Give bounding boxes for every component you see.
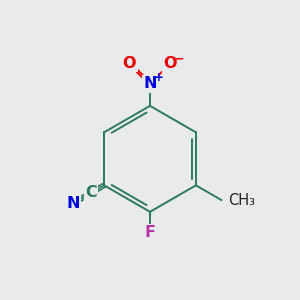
Text: −: −	[174, 52, 184, 65]
Text: CH₃: CH₃	[228, 193, 255, 208]
Text: O: O	[164, 56, 177, 71]
Text: N: N	[143, 76, 157, 91]
Text: O: O	[123, 56, 136, 71]
Text: N: N	[67, 196, 80, 211]
Text: F: F	[145, 225, 155, 240]
Text: C: C	[85, 185, 97, 200]
Text: +: +	[153, 71, 163, 84]
